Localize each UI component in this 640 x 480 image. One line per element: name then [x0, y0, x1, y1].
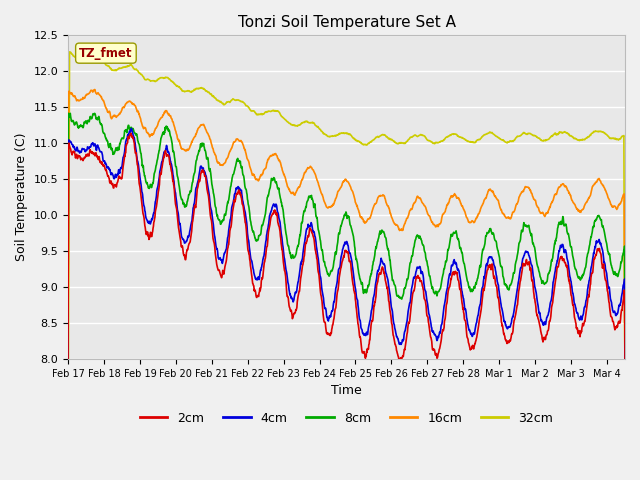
8cm	[175, 182, 183, 188]
8cm	[276, 192, 284, 197]
Line: 16cm: 16cm	[68, 89, 625, 323]
32cm	[548, 133, 556, 139]
8cm	[486, 226, 493, 231]
32cm	[621, 356, 629, 362]
16cm	[175, 139, 183, 144]
4cm	[276, 218, 284, 224]
32cm	[164, 75, 172, 81]
Line: 8cm: 8cm	[68, 113, 625, 359]
8cm	[64, 356, 72, 362]
16cm	[91, 86, 99, 92]
16cm	[621, 320, 629, 326]
8cm	[164, 128, 172, 134]
32cm	[66, 49, 74, 55]
2cm	[276, 226, 284, 232]
32cm	[175, 84, 183, 90]
X-axis label: Time: Time	[331, 384, 362, 397]
2cm	[621, 356, 629, 362]
2cm	[175, 227, 183, 233]
8cm	[548, 257, 556, 263]
2cm	[64, 356, 72, 362]
4cm	[225, 225, 233, 230]
16cm	[276, 158, 284, 164]
32cm	[64, 356, 72, 362]
Line: 2cm: 2cm	[68, 133, 625, 359]
32cm	[276, 110, 284, 116]
4cm	[164, 149, 172, 155]
4cm	[64, 356, 72, 362]
Title: Tonzi Soil Temperature Set A: Tonzi Soil Temperature Set A	[237, 15, 456, 30]
2cm	[225, 237, 233, 242]
4cm	[621, 356, 629, 362]
2cm	[548, 304, 556, 310]
16cm	[486, 187, 493, 192]
Y-axis label: Soil Temperature (C): Soil Temperature (C)	[15, 133, 28, 262]
8cm	[65, 110, 72, 116]
16cm	[64, 320, 72, 326]
Legend: 2cm, 4cm, 8cm, 16cm, 32cm: 2cm, 4cm, 8cm, 16cm, 32cm	[135, 407, 558, 430]
2cm	[486, 262, 493, 267]
32cm	[486, 129, 493, 135]
2cm	[127, 131, 135, 136]
Text: TZ_fmet: TZ_fmet	[79, 47, 132, 60]
32cm	[225, 99, 233, 105]
8cm	[225, 194, 233, 200]
Line: 4cm: 4cm	[68, 129, 625, 359]
4cm	[486, 254, 493, 260]
16cm	[548, 200, 556, 206]
16cm	[164, 112, 172, 118]
16cm	[225, 150, 233, 156]
8cm	[621, 356, 629, 362]
4cm	[127, 126, 135, 132]
Line: 32cm: 32cm	[68, 52, 625, 359]
4cm	[175, 218, 183, 224]
4cm	[548, 295, 556, 301]
2cm	[164, 153, 172, 158]
